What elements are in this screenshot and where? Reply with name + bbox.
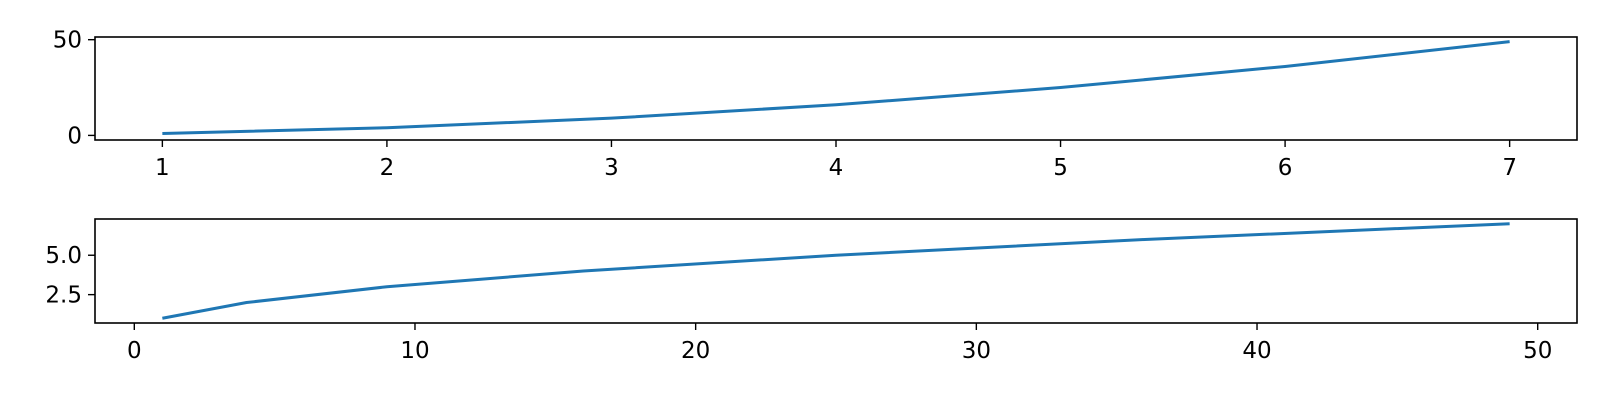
x-tick-label: 30 bbox=[962, 338, 991, 364]
axes-frame bbox=[94, 36, 1578, 141]
x-tick-label: 40 bbox=[1242, 338, 1271, 364]
x-tick-label: 5 bbox=[1053, 155, 1068, 181]
x-tick-label: 0 bbox=[127, 338, 142, 364]
x-tick-label: 6 bbox=[1278, 155, 1293, 181]
y-tick-label: 5.0 bbox=[45, 243, 82, 269]
x-tick-label: 1 bbox=[155, 155, 170, 181]
axes-frame bbox=[94, 218, 1578, 324]
y-tick-label: 50 bbox=[53, 28, 82, 54]
x-tick-label: 2 bbox=[380, 155, 395, 181]
x-tick-label: 7 bbox=[1502, 155, 1517, 181]
y-tick-label: 2.5 bbox=[45, 283, 82, 309]
series-line-1 bbox=[162, 40, 1510, 135]
y-tick-label: 0 bbox=[67, 123, 82, 149]
chart-panel-1: 1 2 3 4 5 6 7 0 50 bbox=[53, 28, 1578, 181]
chart-panel-2: 0 10 20 30 40 50 2.5 5.0 bbox=[45, 218, 1578, 364]
x-tick-label: 50 bbox=[1523, 338, 1552, 364]
x-tick-label: 3 bbox=[604, 155, 619, 181]
x-tick-label: 20 bbox=[681, 338, 710, 364]
x-tick-label: 10 bbox=[400, 338, 429, 364]
x-tick-label: 4 bbox=[829, 155, 844, 181]
series-line-1 bbox=[162, 222, 1510, 320]
